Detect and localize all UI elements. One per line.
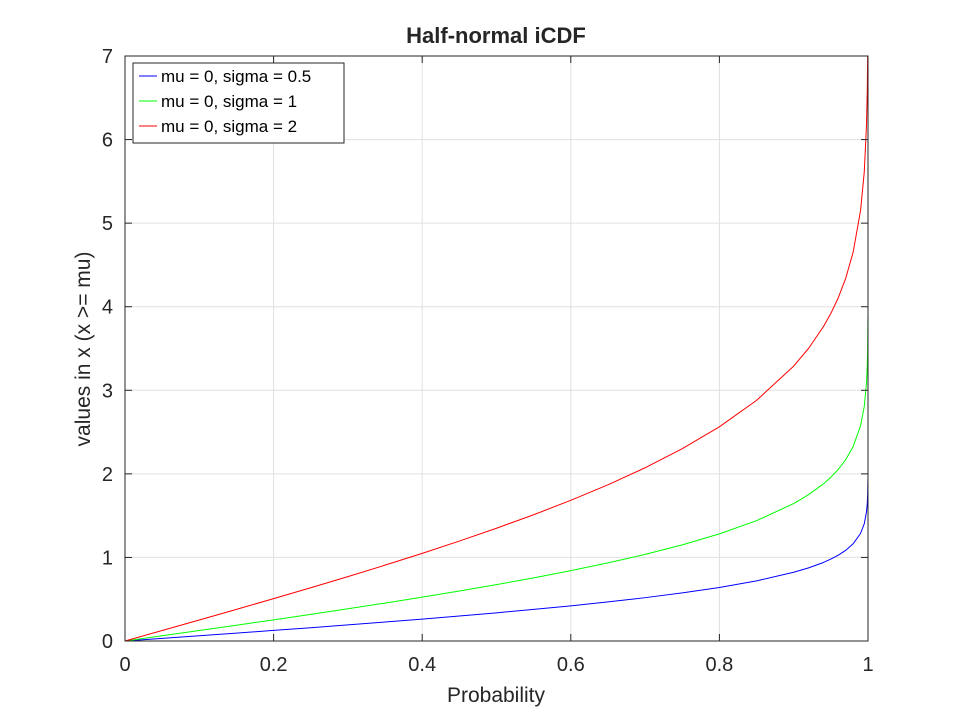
y-tick-label: 2 xyxy=(102,464,113,486)
y-tick-label: 3 xyxy=(102,380,113,402)
legend: mu = 0, sigma = 0.5 mu = 0, sigma = 1 mu =… xyxy=(132,62,345,144)
y-tick-label: 0 xyxy=(102,631,113,653)
legend-label-1: mu = 0, sigma = 0.5 xyxy=(161,67,311,86)
x-tick-label: 0.2 xyxy=(260,654,288,676)
y-tick-label: 7 xyxy=(102,46,113,68)
x-tick-label: 0.4 xyxy=(408,654,436,676)
series-line-3 xyxy=(125,56,868,641)
series-layer xyxy=(125,56,868,641)
ticks xyxy=(124,55,869,642)
series-line-1 xyxy=(125,478,868,641)
y-tick-label: 6 xyxy=(102,130,113,152)
y-tick-label: 1 xyxy=(102,547,113,569)
y-tick-label: 5 xyxy=(102,213,113,235)
plot-background xyxy=(125,56,868,641)
plot-frame xyxy=(124,55,869,642)
legend-label-2: mu = 0, sigma = 1 xyxy=(161,92,297,111)
tick-labels: 0 0.2 0.4 0.6 0.8 1 0 1 2 3 4 5 6 7 xyxy=(102,46,874,676)
series-line-2 xyxy=(125,315,868,641)
chart-title: Half-normal iCDF xyxy=(406,23,586,48)
y-tick-label: 4 xyxy=(102,297,113,319)
legend-box xyxy=(132,62,345,144)
x-tick-label: 0.8 xyxy=(705,654,733,676)
x-tick-label: 1 xyxy=(862,654,873,676)
legend-label-3: mu = 0, sigma = 2 xyxy=(161,117,297,136)
x-tick-label: 0 xyxy=(119,654,130,676)
x-axis-label: Probability xyxy=(447,684,546,707)
y-axis-label: values in x (x >= mu) xyxy=(72,252,95,447)
x-tick-label: 0.6 xyxy=(557,654,585,676)
